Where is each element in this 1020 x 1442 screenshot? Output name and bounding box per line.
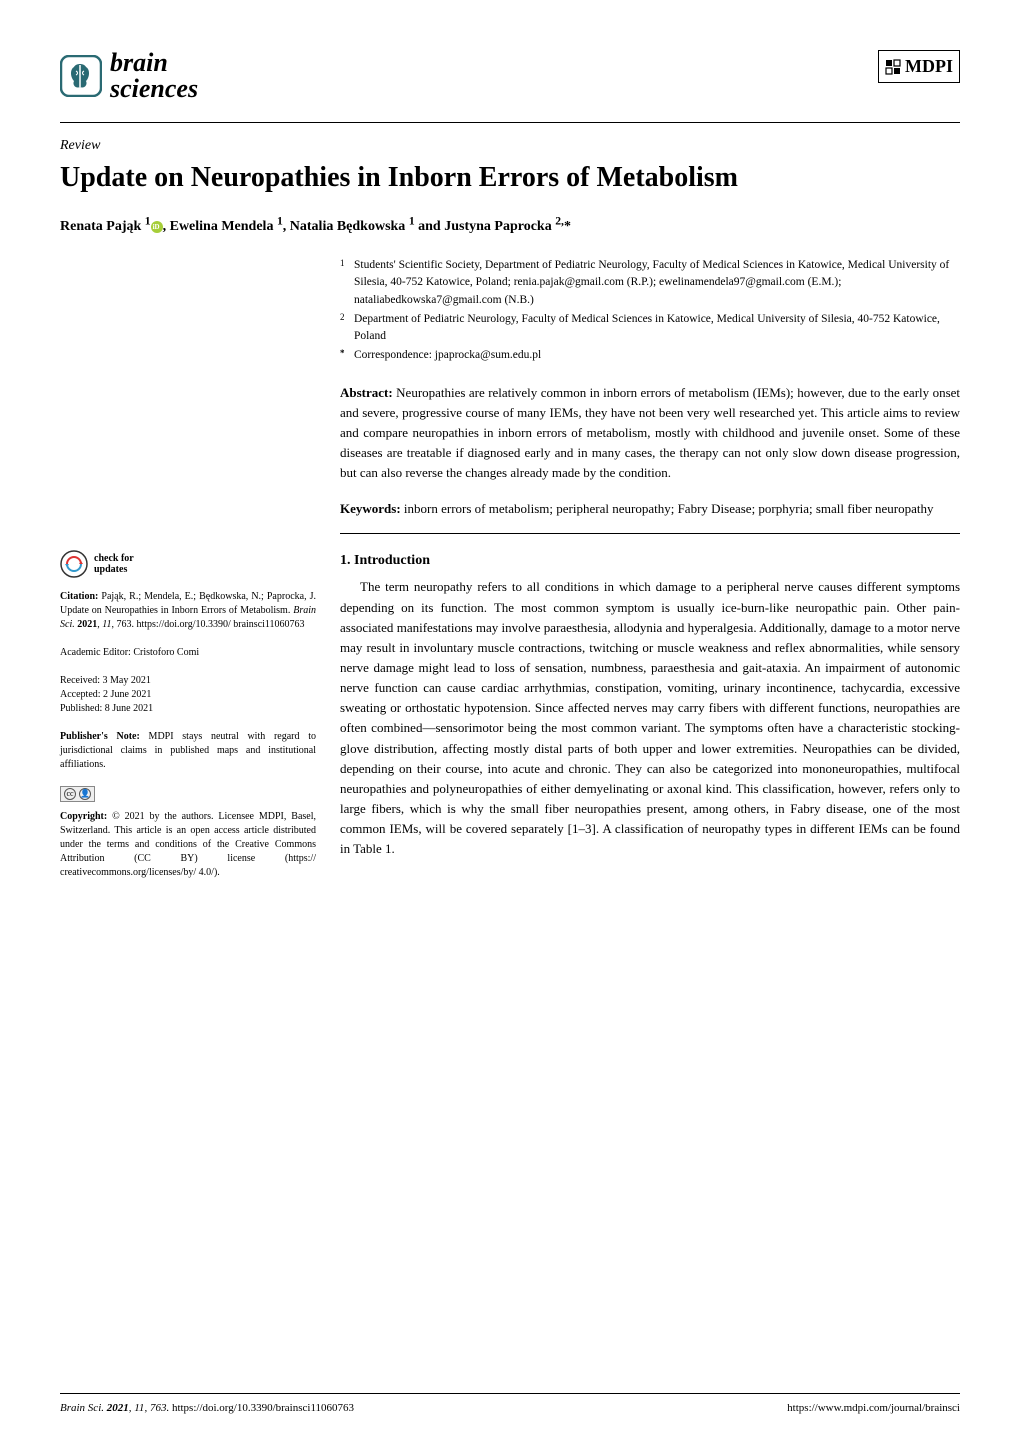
footer-right: https://www.mdpi.com/journal/brainsci [787,1400,960,1417]
brain-icon [60,55,102,97]
keywords-label: Keywords: [340,501,401,516]
journal-logo: brain sciences [60,50,198,102]
orcid-icon [151,221,163,233]
keywords-paragraph: Keywords: inborn errors of metabolism; p… [340,499,960,519]
author-2: Ewelina Mendela [170,219,274,234]
affiliation-1: 1 Students' Scientific Society, Departme… [340,257,960,309]
accepted-line: Accepted: 2 June 2021 [60,688,316,702]
page-container: brain sciences MDPI Review Update on Neu… [0,0,1020,1442]
keywords-block: Keywords: inborn errors of metabolism; p… [340,499,960,534]
sidebar: check forupdates Citation: Pająk, R.; Me… [60,550,316,894]
affiliation-1-text: Students' Scientific Society, Department… [354,257,960,309]
citation-authors: Pająk, R.; Mendela, E.; Będkowska, N.; P… [60,591,316,616]
affiliations: 1 Students' Scientific Society, Departme… [340,257,960,365]
license-badge: cc 👤 [60,786,316,802]
published-label: Published: [60,703,102,714]
published-date: 8 June 2021 [105,703,153,714]
publisher-name: MDPI [905,53,953,80]
abstract-paragraph: Abstract: Neuropathies are relatively co… [340,383,960,484]
header-divider [60,122,960,123]
citation-doi: https://doi.org/10.3390/ brainsci1106076… [136,619,304,630]
author-4-corr: * [564,219,571,234]
accepted-date: 2 June 2021 [103,689,151,700]
editor-name: Cristoforo Comi [133,647,199,658]
affiliation-1-num: 1 [340,257,354,309]
received-label: Received: [60,675,100,686]
correspondence-text: Correspondence: jpaprocka@sum.edu.pl [354,347,541,364]
publishers-note-block: Publisher's Note: MDPI stays neutral wit… [60,730,316,772]
author-3: Natalia Będkowska [290,219,406,234]
correspondence: * Correspondence: jpaprocka@sum.edu.pl [340,347,960,364]
cc-icon: cc 👤 [60,786,95,802]
check-updates-icon [60,550,88,578]
affiliation-2-num: 2 [340,311,354,346]
author-1: Renata Pająk [60,219,141,234]
copyright-block: Copyright: © 2021 by the authors. Licens… [60,810,316,880]
affiliation-2: 2 Department of Pediatric Neurology, Fac… [340,311,960,346]
mdpi-icon [885,59,901,75]
cc-circle-icon: cc [64,788,76,800]
check-updates-text: check forupdates [94,553,134,575]
editor-block: Academic Editor: Cristoforo Comi [60,646,316,660]
author-4: Justyna Paprocka [444,219,551,234]
dates-block: Received: 3 May 2021 Accepted: 2 June 20… [60,674,316,716]
affiliation-2-text: Department of Pediatric Neurology, Facul… [354,311,960,346]
publisher-logo: MDPI [878,50,960,83]
header: brain sciences MDPI [60,50,960,102]
author-4-sup: 2, [555,214,564,227]
citation-year: 2021 [75,619,98,630]
accepted-label: Accepted: [60,689,101,700]
section-1-heading: 1. Introduction [340,550,960,571]
check-updates[interactable]: check forupdates [60,550,316,578]
publishers-note-label: Publisher's Note: [60,731,140,742]
journal-name-line1: brain [110,50,198,76]
section-1-body: The term neuropathy refers to all condit… [340,577,960,859]
abstract-label: Abstract: [340,385,393,400]
citation-block: Citation: Pająk, R.; Mendela, E.; Będkow… [60,590,316,632]
editor-label: Academic Editor: [60,647,131,658]
published-line: Published: 8 June 2021 [60,702,316,716]
abstract-text: Neuropathies are relatively common in in… [340,385,960,481]
authors-line: Renata Pająk 1, Ewelina Mendela 1, Natal… [60,212,960,237]
footer-left: Brain Sci. 2021, 11, 763. https://doi.or… [60,1400,354,1417]
main-content: check forupdates Citation: Pająk, R.; Me… [60,550,960,894]
by-circle-icon: 👤 [79,788,91,800]
article-type: Review [60,135,960,156]
received-date: 3 May 2021 [102,675,150,686]
received-line: Received: 3 May 2021 [60,674,316,688]
citation-label: Citation: [60,591,98,602]
correspondence-mark: * [340,347,354,364]
journal-name-line2: sciences [110,76,198,102]
journal-name: brain sciences [110,50,198,102]
article-title: Update on Neuropathies in Inborn Errors … [60,160,960,196]
author-1-sup: 1 [145,214,151,227]
author-2-sup: 1 [277,214,283,227]
abstract-block: Abstract: Neuropathies are relatively co… [340,383,960,484]
keywords-text: inborn errors of metabolism; peripheral … [404,501,934,516]
footer: Brain Sci. 2021, 11, 763. https://doi.or… [60,1393,960,1417]
author-3-sup: 1 [409,214,415,227]
body-column: 1. Introduction The term neuropathy refe… [340,550,960,894]
copyright-label: Copyright: [60,811,107,822]
footer-doi: https://doi.org/10.3390/brainsci11060763 [172,1402,354,1414]
footer-journal: Brain Sci. [60,1402,104,1414]
